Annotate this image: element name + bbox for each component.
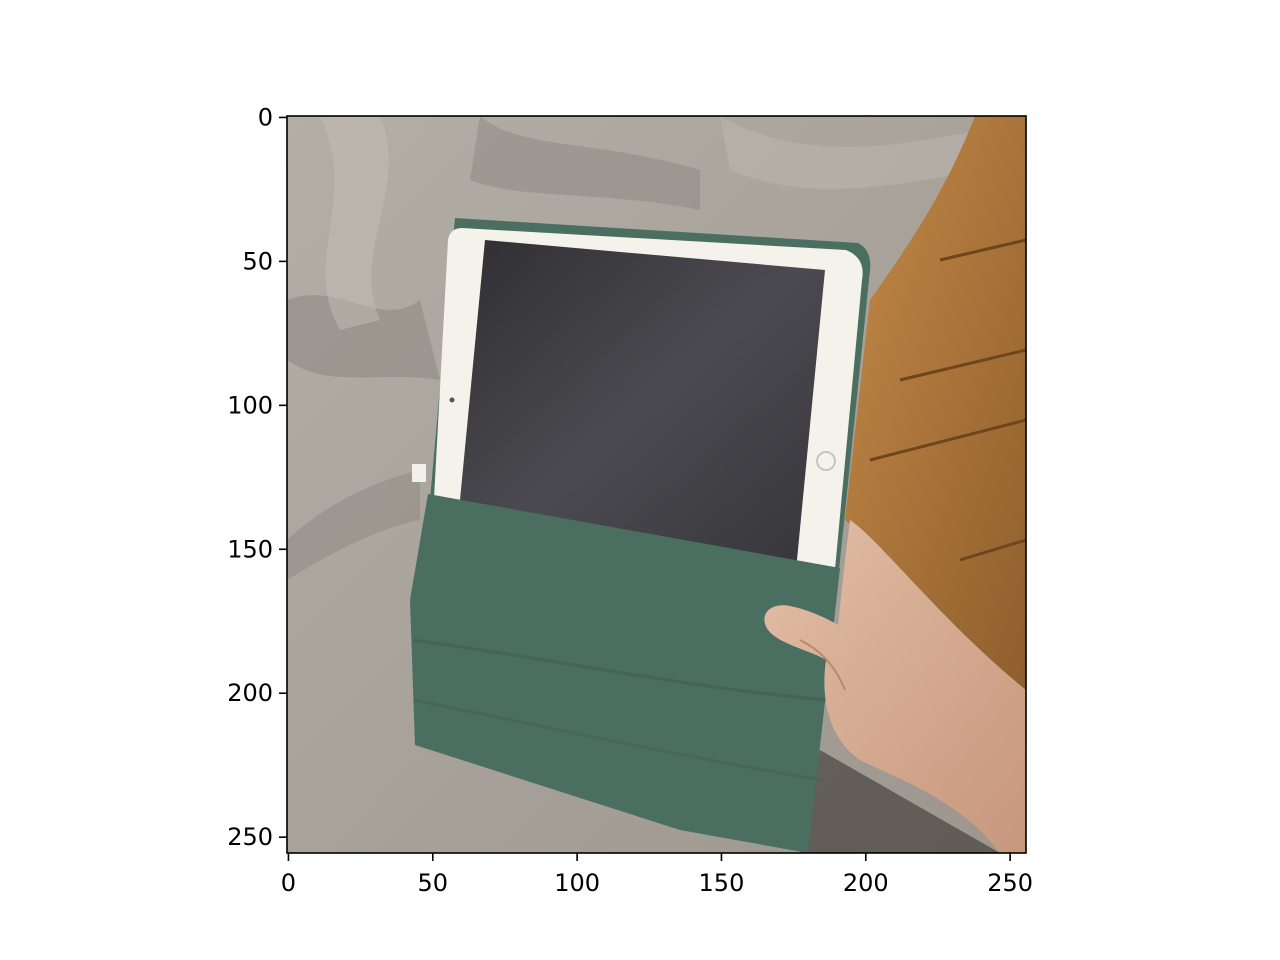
x-tick-label: 50 bbox=[418, 869, 449, 897]
floor-shadow bbox=[800, 750, 1000, 853]
x-tick-label: 200 bbox=[843, 869, 889, 897]
y-tick-label: 150 bbox=[227, 535, 273, 563]
bedding-fold bbox=[287, 295, 440, 380]
y-tick-label: 0 bbox=[258, 103, 273, 131]
photo bbox=[287, 116, 1026, 853]
home-button-icon bbox=[816, 451, 836, 471]
cable bbox=[412, 464, 426, 482]
bedding-fold bbox=[287, 470, 420, 580]
y-tick-label: 200 bbox=[227, 679, 273, 707]
y-tick-label: 100 bbox=[227, 391, 273, 419]
y-tick-label: 50 bbox=[242, 247, 273, 275]
camera-icon bbox=[449, 397, 455, 403]
x-axis: 0 50 100 150 200 250 bbox=[281, 853, 1033, 897]
tablet-screen bbox=[460, 240, 825, 570]
bedding-fold bbox=[320, 116, 389, 330]
floor-plank-line bbox=[939, 238, 1026, 262]
floor-plank-line bbox=[959, 538, 1026, 562]
y-axis: 0 50 100 150 200 250 bbox=[227, 103, 287, 851]
bedding-fold bbox=[720, 116, 980, 189]
floor-plank-line bbox=[899, 348, 1026, 382]
y-tick-label: 250 bbox=[227, 823, 273, 851]
bedding-fold bbox=[470, 116, 700, 210]
flap-fold bbox=[412, 638, 831, 702]
wood-floor bbox=[845, 116, 1026, 690]
floor-plank-line bbox=[869, 418, 1026, 462]
x-tick-label: 250 bbox=[987, 869, 1033, 897]
flap-fold bbox=[413, 698, 823, 782]
x-tick-label: 0 bbox=[281, 869, 296, 897]
hand bbox=[764, 520, 1026, 853]
axes-frame bbox=[286, 115, 1027, 854]
thumb-crease bbox=[799, 639, 846, 691]
x-tick-label: 100 bbox=[554, 869, 600, 897]
x-tick-label: 150 bbox=[699, 869, 745, 897]
